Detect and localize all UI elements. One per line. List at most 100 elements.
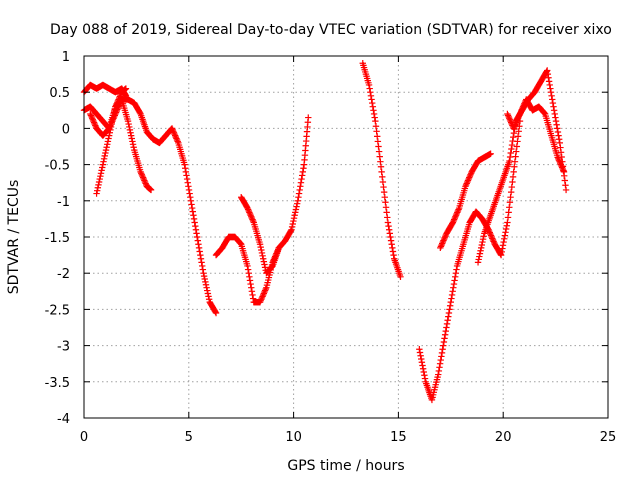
y-tick-label: -1 xyxy=(57,195,70,210)
data-point xyxy=(95,178,103,186)
data-point xyxy=(513,117,521,125)
data-point xyxy=(439,238,447,246)
data-point xyxy=(501,235,508,243)
x-tick-label: 25 xyxy=(600,430,617,445)
data-point xyxy=(204,290,212,297)
data-point xyxy=(486,229,493,236)
data-point xyxy=(188,204,196,212)
data-points xyxy=(80,60,570,404)
series-arc-1 xyxy=(80,96,155,194)
data-point xyxy=(558,164,566,171)
data-point xyxy=(439,346,446,353)
series-arc-11 xyxy=(504,96,568,176)
data-point xyxy=(516,123,523,130)
data-point xyxy=(107,123,115,131)
axis-ticks: 0 5 10 15 20 25 1 0.5 0 -0.5 -1 -1.5 -2 -2.5 -3 -3.5 -4 xyxy=(45,50,617,445)
data-point xyxy=(292,206,300,213)
data-point xyxy=(197,251,204,259)
data-point xyxy=(445,313,452,320)
grid xyxy=(84,56,608,418)
data-point xyxy=(452,270,460,277)
data-point xyxy=(550,107,558,114)
data-point xyxy=(507,117,514,125)
data-point xyxy=(369,99,376,107)
data-point xyxy=(499,245,506,252)
data-point xyxy=(556,139,563,147)
data-point xyxy=(189,208,196,215)
data-point xyxy=(299,168,307,176)
data-point xyxy=(417,352,424,359)
data-point xyxy=(514,116,521,123)
data-point xyxy=(99,161,107,168)
data-point xyxy=(257,243,264,251)
x-tick-label: 15 xyxy=(390,430,407,445)
data-point xyxy=(510,125,517,132)
data-point xyxy=(501,232,509,239)
data-point xyxy=(260,291,267,299)
data-point xyxy=(212,308,219,316)
data-point xyxy=(518,106,526,113)
data-point xyxy=(544,70,552,78)
y-tick-label: -0.5 xyxy=(45,159,70,174)
data-point xyxy=(261,261,268,268)
data-point xyxy=(192,222,199,230)
data-point xyxy=(136,109,144,117)
data-point xyxy=(275,244,283,252)
data-point xyxy=(246,209,253,216)
data-point xyxy=(439,240,446,247)
data-point xyxy=(248,284,255,291)
data-point xyxy=(190,215,198,223)
data-point xyxy=(117,91,124,99)
data-point xyxy=(506,199,514,206)
data-point xyxy=(204,287,211,294)
data-point xyxy=(141,178,149,186)
data-point xyxy=(467,171,474,178)
data-point xyxy=(546,81,553,89)
data-point xyxy=(557,149,565,156)
data-point xyxy=(517,109,524,116)
data-point xyxy=(185,183,192,190)
y-tick-label: 0.5 xyxy=(49,86,70,101)
data-point xyxy=(519,104,526,112)
data-point xyxy=(477,244,485,252)
data-point xyxy=(95,181,102,189)
data-point xyxy=(367,92,375,100)
data-point xyxy=(171,132,179,139)
data-point xyxy=(102,146,110,154)
y-tick-label: -2 xyxy=(57,267,70,282)
data-point xyxy=(288,226,295,233)
data-point xyxy=(109,115,117,122)
data-point xyxy=(557,144,564,151)
data-point xyxy=(90,117,97,125)
series-arc-5 xyxy=(212,114,312,306)
data-point xyxy=(510,168,517,176)
series-arc-7 xyxy=(359,60,404,281)
data-point xyxy=(441,234,448,241)
data-point xyxy=(107,126,114,134)
data-point xyxy=(552,117,560,125)
data-point xyxy=(188,201,195,208)
data-point xyxy=(200,272,208,280)
data-point xyxy=(260,258,268,265)
data-point xyxy=(545,74,552,81)
data-point xyxy=(557,161,565,168)
data-point xyxy=(382,204,390,211)
data-point xyxy=(94,184,102,191)
data-point xyxy=(452,212,460,219)
data-point xyxy=(187,193,194,201)
data-point xyxy=(421,375,429,382)
data-point xyxy=(380,183,387,191)
data-point xyxy=(549,96,556,103)
data-point xyxy=(93,190,100,197)
data-point xyxy=(193,230,200,237)
data-point xyxy=(437,243,445,250)
data-point xyxy=(438,349,446,357)
x-tick-label: 5 xyxy=(185,430,193,445)
data-point xyxy=(443,324,450,331)
data-point xyxy=(97,170,105,177)
data-point xyxy=(379,173,386,181)
data-point xyxy=(100,155,108,163)
data-point xyxy=(115,96,122,103)
data-point xyxy=(451,214,458,222)
